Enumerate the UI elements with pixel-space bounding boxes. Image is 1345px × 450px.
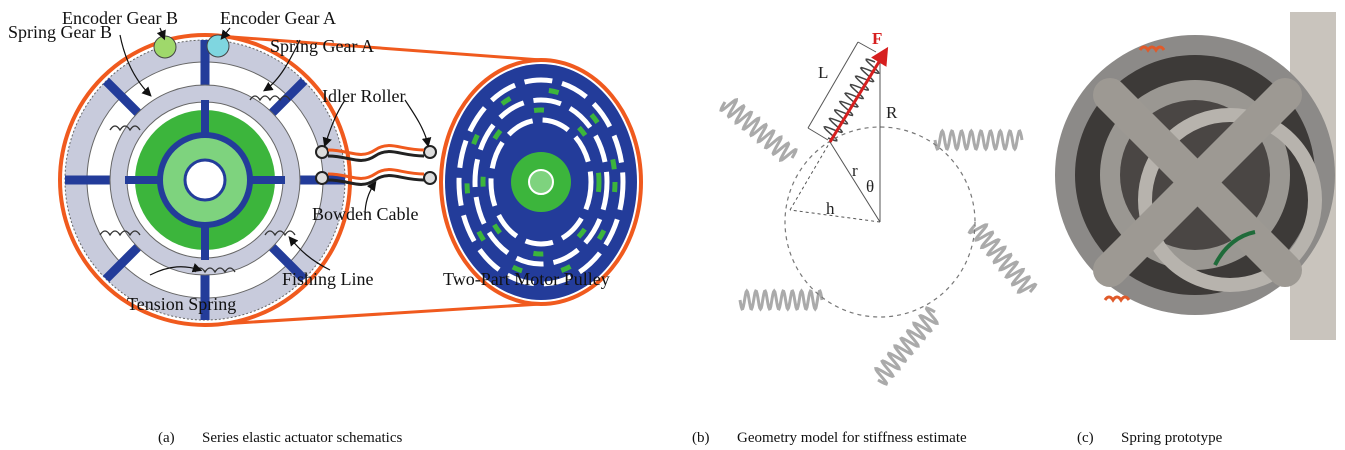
label: Fishing Line	[282, 269, 374, 289]
panel-b: F L R r θ h	[721, 29, 1036, 384]
force-label: F	[872, 29, 882, 48]
caption: Spring prototype	[1121, 430, 1223, 446]
label: Encoder Gear A	[220, 8, 336, 28]
label: Idler Roller	[322, 86, 405, 106]
spring	[935, 131, 1022, 149]
spring	[824, 59, 878, 141]
label: Spring Gear B	[8, 22, 112, 42]
label: Tension Spring	[127, 294, 236, 314]
label: Two-Part Motor Pulley	[443, 269, 610, 289]
figure: Encoder Gear B Encoder Gear A Spring Gea…	[0, 0, 1345, 450]
panel-label: (a)	[158, 430, 175, 446]
captions: (a) Series elastic actuator schematics (…	[158, 430, 1223, 446]
panel-a: Encoder Gear B Encoder Gear A Spring Gea…	[8, 8, 641, 325]
label: Bowden Cable	[312, 204, 418, 224]
caption: Geometry model for stiffness estimate	[737, 430, 967, 446]
label: Spring Gear A	[270, 36, 374, 56]
spring	[721, 100, 796, 160]
symbol: θ	[866, 177, 874, 196]
spring	[970, 225, 1036, 292]
spring	[740, 291, 822, 309]
panel-label: (c)	[1077, 430, 1094, 446]
symbol: r	[852, 161, 858, 180]
symbol: h	[826, 199, 835, 218]
symbol: R	[886, 103, 898, 122]
caption: Series elastic actuator schematics	[202, 430, 402, 446]
panel-label: (b)	[692, 430, 710, 446]
symbol: L	[818, 63, 828, 82]
panel-c	[1055, 12, 1336, 340]
spring	[876, 308, 937, 384]
